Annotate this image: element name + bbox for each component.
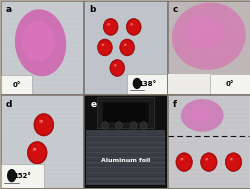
Ellipse shape bbox=[132, 78, 141, 89]
Ellipse shape bbox=[123, 44, 126, 46]
Ellipse shape bbox=[181, 158, 182, 159]
Circle shape bbox=[226, 154, 239, 170]
FancyBboxPatch shape bbox=[167, 74, 249, 94]
Ellipse shape bbox=[102, 44, 104, 45]
Circle shape bbox=[126, 19, 140, 35]
Circle shape bbox=[101, 122, 108, 129]
FancyBboxPatch shape bbox=[1, 164, 44, 188]
Ellipse shape bbox=[107, 23, 110, 26]
Ellipse shape bbox=[22, 21, 54, 61]
Circle shape bbox=[200, 153, 216, 171]
Ellipse shape bbox=[131, 23, 132, 24]
FancyBboxPatch shape bbox=[96, 97, 154, 129]
Ellipse shape bbox=[7, 169, 16, 182]
Text: 0°: 0° bbox=[225, 81, 234, 87]
Circle shape bbox=[103, 19, 118, 35]
Circle shape bbox=[104, 20, 117, 34]
Circle shape bbox=[34, 114, 54, 136]
Circle shape bbox=[110, 61, 123, 75]
Text: 152°: 152° bbox=[14, 173, 31, 179]
Circle shape bbox=[127, 20, 140, 34]
Circle shape bbox=[119, 39, 134, 56]
Circle shape bbox=[110, 60, 124, 76]
Text: a: a bbox=[6, 5, 12, 14]
Circle shape bbox=[35, 115, 52, 134]
FancyBboxPatch shape bbox=[1, 75, 32, 94]
Text: e: e bbox=[90, 100, 97, 108]
Circle shape bbox=[176, 154, 190, 170]
Ellipse shape bbox=[108, 23, 109, 24]
Ellipse shape bbox=[124, 44, 126, 45]
Ellipse shape bbox=[101, 44, 104, 46]
Circle shape bbox=[27, 142, 47, 164]
Ellipse shape bbox=[114, 64, 116, 66]
Ellipse shape bbox=[180, 158, 183, 161]
Text: f: f bbox=[172, 100, 176, 108]
Circle shape bbox=[140, 122, 146, 129]
Circle shape bbox=[115, 122, 122, 129]
Ellipse shape bbox=[113, 64, 116, 67]
Ellipse shape bbox=[32, 148, 36, 151]
Ellipse shape bbox=[230, 158, 232, 159]
Ellipse shape bbox=[184, 16, 224, 49]
Ellipse shape bbox=[180, 99, 223, 132]
Circle shape bbox=[130, 122, 136, 129]
Circle shape bbox=[201, 154, 215, 170]
FancyBboxPatch shape bbox=[127, 74, 166, 94]
Circle shape bbox=[98, 40, 111, 55]
Circle shape bbox=[175, 153, 192, 171]
Ellipse shape bbox=[206, 158, 207, 159]
FancyBboxPatch shape bbox=[102, 102, 148, 123]
Text: 0°: 0° bbox=[12, 82, 21, 88]
FancyBboxPatch shape bbox=[86, 130, 164, 184]
Ellipse shape bbox=[171, 3, 245, 70]
Text: b: b bbox=[89, 5, 95, 14]
Ellipse shape bbox=[15, 9, 66, 76]
Text: c: c bbox=[172, 5, 177, 14]
Ellipse shape bbox=[229, 158, 232, 161]
Text: d: d bbox=[6, 100, 12, 108]
Text: 138°: 138° bbox=[137, 81, 155, 87]
Text: Aluminum foil: Aluminum foil bbox=[100, 158, 150, 163]
Circle shape bbox=[224, 153, 241, 171]
Ellipse shape bbox=[40, 120, 42, 122]
FancyBboxPatch shape bbox=[210, 74, 249, 94]
Ellipse shape bbox=[39, 120, 43, 123]
Ellipse shape bbox=[130, 23, 132, 26]
Ellipse shape bbox=[34, 148, 36, 149]
Ellipse shape bbox=[204, 158, 207, 161]
Circle shape bbox=[97, 39, 112, 56]
Circle shape bbox=[120, 40, 133, 55]
Ellipse shape bbox=[187, 105, 211, 122]
Circle shape bbox=[29, 143, 46, 162]
